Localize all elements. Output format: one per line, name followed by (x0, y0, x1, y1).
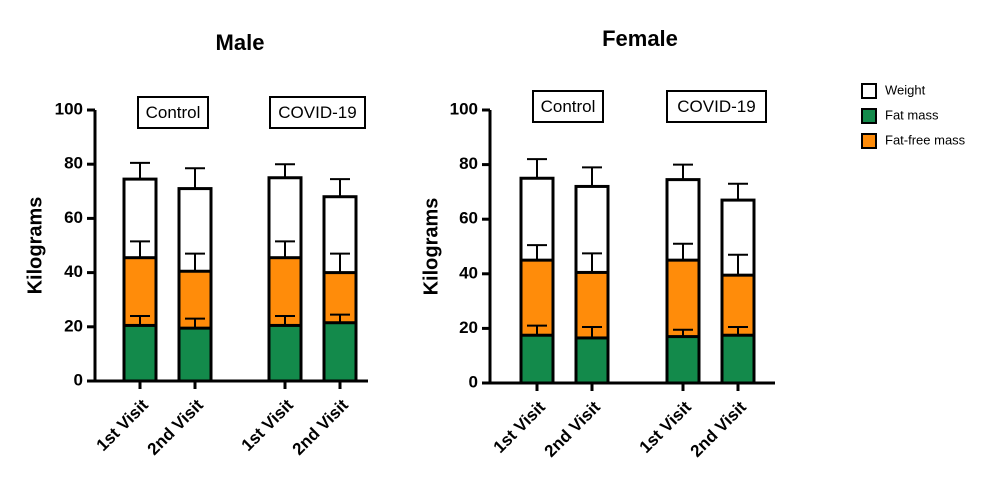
y-tick-label: 0 (74, 370, 83, 389)
group-label: Control (541, 97, 596, 116)
x-tick-label: 2nd Visit (687, 397, 751, 461)
group-box (666, 90, 767, 123)
legend-label: Fat mass (885, 107, 939, 122)
y-tick-label: 20 (64, 316, 83, 335)
bar (665, 335, 701, 385)
y-axis-label: Kilograms (420, 198, 442, 296)
group-label: COVID-19 (278, 103, 356, 122)
y-tick-label: 80 (64, 154, 83, 173)
y-tick-label: 80 (459, 154, 478, 173)
y-tick-label: 0 (469, 372, 478, 391)
group-box (532, 90, 604, 123)
bar (519, 333, 555, 385)
bar (720, 333, 756, 385)
x-tick-label: 2nd Visit (289, 395, 353, 459)
legend-swatch (861, 108, 877, 124)
legend-label: Fat-free mass (885, 132, 966, 147)
legend-swatch (861, 83, 877, 99)
x-tick-label: 2nd Visit (144, 395, 208, 459)
group-label: Control (146, 103, 201, 122)
bar (574, 336, 610, 385)
y-axis-label: Kilograms (24, 197, 46, 295)
group-box (269, 96, 366, 129)
group-label: COVID-19 (677, 97, 755, 116)
chart-title: Female (602, 26, 678, 51)
y-tick-label: 20 (459, 318, 478, 337)
chart-title: Male (216, 30, 265, 55)
group-box (137, 96, 209, 129)
bar (122, 323, 158, 383)
bar (267, 323, 303, 383)
y-tick-label: 40 (459, 263, 478, 282)
y-tick-label: 60 (64, 208, 83, 227)
legend-swatch (861, 133, 877, 149)
bar (177, 326, 213, 383)
x-tick-label: 2nd Visit (541, 397, 605, 461)
y-tick-label: 60 (459, 209, 478, 228)
bar (322, 321, 358, 383)
y-tick-label: 100 (55, 99, 83, 118)
y-tick-label: 100 (450, 99, 478, 118)
y-tick-label: 40 (64, 262, 83, 281)
legend-label: Weight (885, 82, 926, 97)
